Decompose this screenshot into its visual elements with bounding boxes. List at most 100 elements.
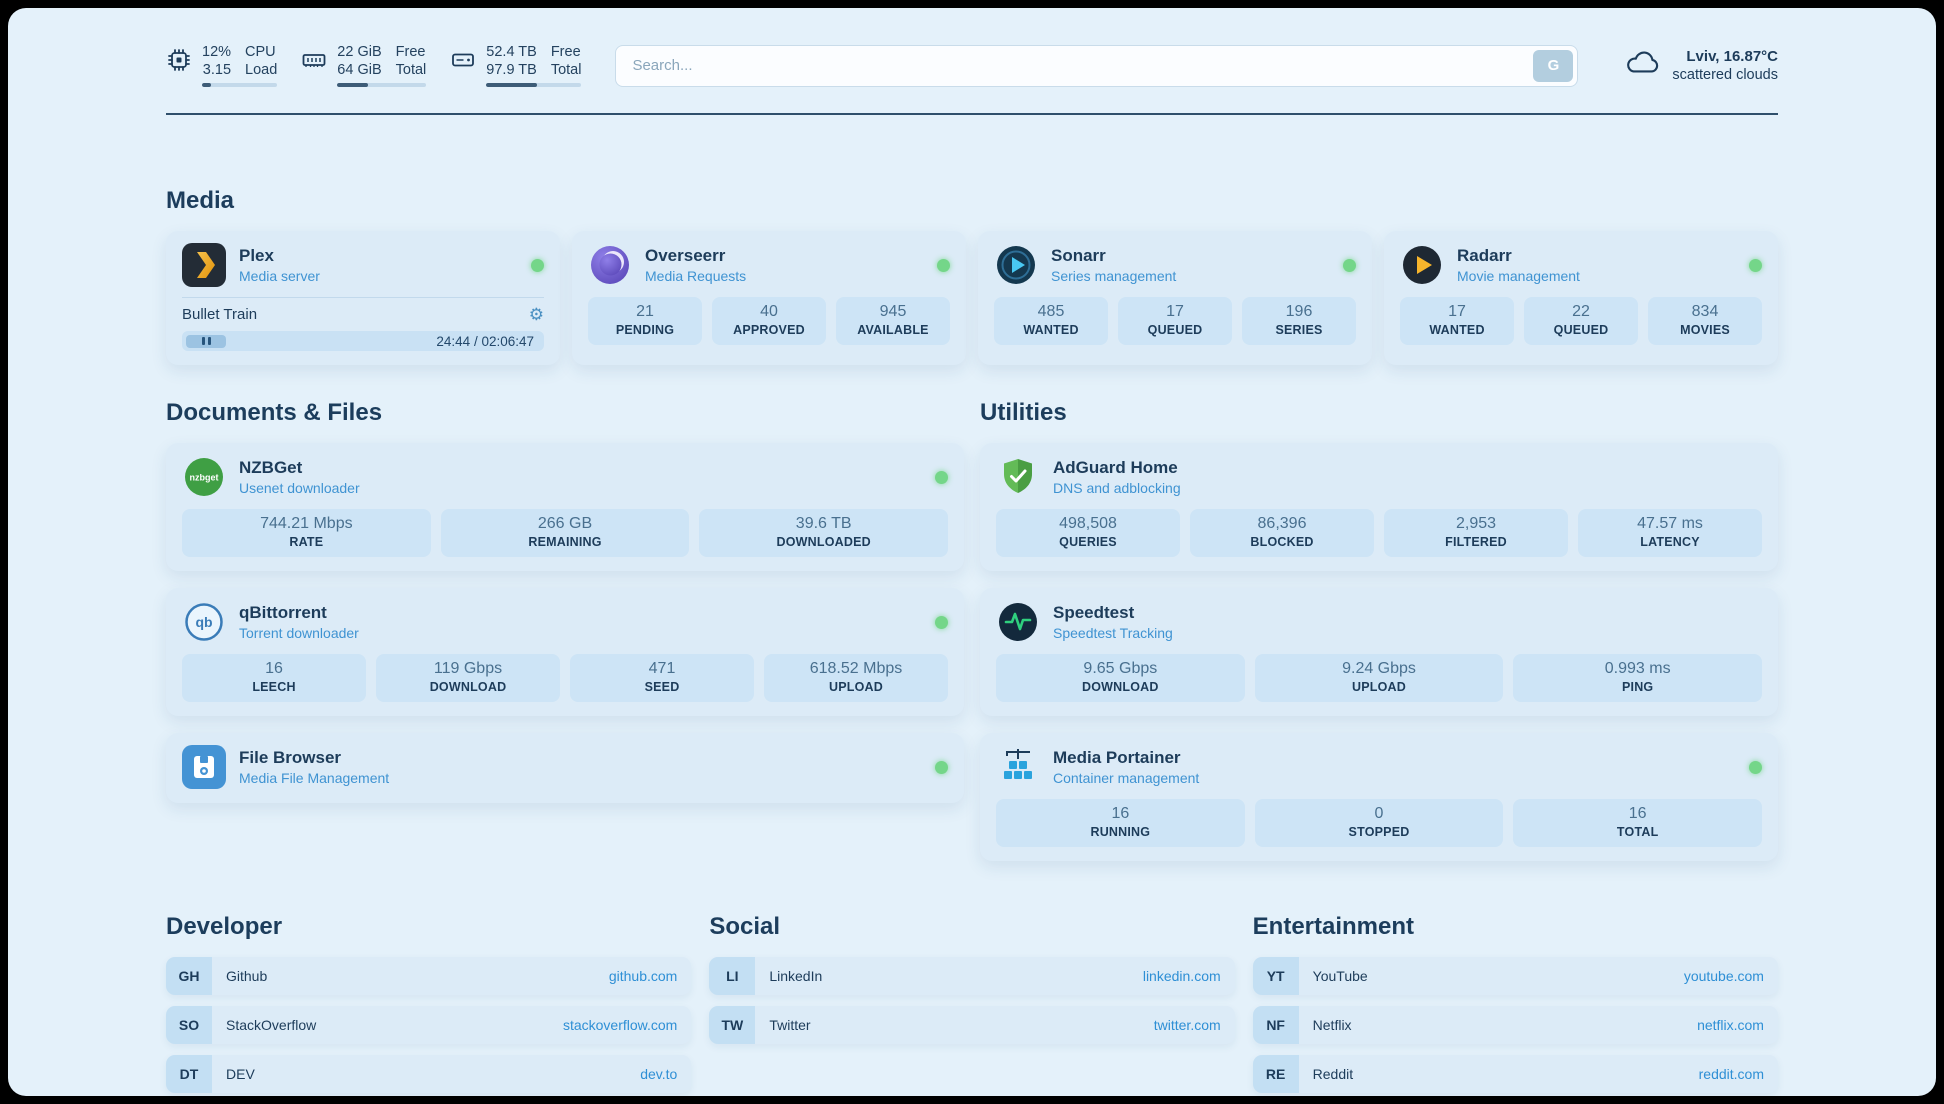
gear-icon[interactable]: ⚙ <box>528 305 544 324</box>
bookmark-netflix[interactable]: NF Netflix netflix.com <box>1252 1006 1778 1044</box>
column-documents: Documents & Files nzbget NZBGet Usenet d… <box>166 399 964 803</box>
service-card-qbittorrent[interactable]: qb qBittorrent Torrent downloader 16 <box>166 588 964 716</box>
stat-wanted: 485 WANTED <box>994 297 1108 345</box>
stat-movies: 834 MOVIES <box>1648 297 1762 345</box>
developer-section-title: Developer <box>166 913 283 940</box>
bookmark-url[interactable]: linkedin.com <box>1142 968 1221 984</box>
stat-value: 834 <box>1691 303 1719 320</box>
documents-section-title: Documents & Files <box>166 399 383 426</box>
stat-label: RUNNING <box>1090 825 1151 839</box>
stat-downloaded: 39.6 TB DOWNLOADED <box>699 509 949 557</box>
stat-label: DOWNLOADED <box>776 535 871 549</box>
bookmark-url[interactable]: reddit.com <box>1698 1066 1764 1082</box>
pause-icon[interactable] <box>186 334 226 348</box>
playback-time: 24:44 / 02:06:47 <box>436 333 534 349</box>
service-card-portainer[interactable]: Media Portainer Container management 16 … <box>980 733 1778 861</box>
weather-location-temp: Lviv, 16.87°C <box>1686 48 1778 65</box>
bookmark-youtube[interactable]: YT YouTube youtube.com <box>1252 957 1778 995</box>
search-provider-button[interactable]: G <box>1533 49 1574 82</box>
stat-queries: 498,508 QUERIES <box>996 509 1180 557</box>
bookmark-name: LinkedIn <box>769 968 823 984</box>
bookmark-group-entertainment: Entertainment YT YouTube youtube.com NF … <box>1252 913 1778 1096</box>
bookmark-stackoverflow[interactable]: SO StackOverflow stackoverflow.com <box>166 1006 692 1044</box>
stat-download: 119 Gbps DOWNLOAD <box>376 654 560 702</box>
bookmark-url[interactable]: github.com <box>608 968 678 984</box>
bookmark-dev[interactable]: DT DEV dev.to <box>166 1055 692 1093</box>
bookmark-url[interactable]: stackoverflow.com <box>562 1017 678 1033</box>
status-dot <box>531 258 544 272</box>
service-subtitle: Torrent downloader <box>239 625 359 641</box>
bookmark-name: Reddit <box>1312 1066 1354 1082</box>
stat-value: 498,508 <box>1059 515 1117 532</box>
search-input[interactable] <box>615 44 1579 87</box>
stat-available: 945 AVAILABLE <box>836 297 950 345</box>
bookmark-name: Netflix <box>1312 1017 1352 1033</box>
stat-label: REMAINING <box>528 535 602 549</box>
ram-usage-bar <box>337 83 427 87</box>
stat-value: 196 <box>1285 303 1313 320</box>
bookmark-url[interactable]: netflix.com <box>1697 1017 1764 1033</box>
speedtest-icon <box>996 600 1040 644</box>
service-name: Speedtest <box>1053 603 1135 622</box>
filebrowser-icon <box>182 745 226 789</box>
service-subtitle: Series management <box>1051 268 1177 284</box>
bookmark-linkedin[interactable]: LI LinkedIn linkedin.com <box>709 957 1235 995</box>
search-bar: G <box>615 44 1579 87</box>
header-divider <box>166 113 1778 115</box>
bookmark-abbr: RE <box>1252 1055 1299 1093</box>
service-name: File Browser <box>239 748 342 767</box>
stat-filtered: 2,953 FILTERED <box>1384 509 1568 557</box>
sonarr-icon <box>994 243 1038 287</box>
now-playing-row: Bullet Train ⚙ <box>182 297 544 323</box>
stat-label: PENDING <box>615 323 675 337</box>
stat-value: 119 Gbps <box>433 660 503 677</box>
bookmark-reddit[interactable]: RE Reddit reddit.com <box>1252 1055 1778 1093</box>
service-name: Sonarr <box>1051 246 1106 265</box>
stat-label: QUEUED <box>1147 323 1203 337</box>
playback-progress-bar[interactable]: 24:44 / 02:06:47 <box>182 331 544 351</box>
stat-value: 22 <box>1572 303 1590 320</box>
service-card-nzbget[interactable]: nzbget NZBGet Usenet downloader 744.21 M… <box>166 443 964 571</box>
bookmark-name: YouTube <box>1312 968 1368 984</box>
bookmark-url[interactable]: dev.to <box>640 1066 678 1082</box>
service-card-filebrowser[interactable]: File Browser Media File Management <box>166 733 964 803</box>
service-card-adguard[interactable]: AdGuard Home DNS and adblocking 498,508 … <box>980 443 1778 571</box>
bookmark-name: DEV <box>226 1066 255 1082</box>
service-subtitle: Media File Management <box>239 770 390 786</box>
stat-value: 40 <box>760 303 778 320</box>
bookmark-name: Github <box>226 968 268 984</box>
stat-label: RATE <box>289 535 324 549</box>
stat-label: DOWNLOAD <box>429 680 507 694</box>
bookmark-twitter[interactable]: TW Twitter twitter.com <box>709 1006 1235 1044</box>
disk-icon <box>450 47 476 78</box>
bookmark-abbr: TW <box>709 1006 756 1044</box>
status-dot <box>935 615 948 629</box>
disk-free-label: Free <box>550 44 581 60</box>
bookmark-url[interactable]: twitter.com <box>1153 1017 1221 1033</box>
stat-ping: 0.993 ms PING <box>1513 654 1763 702</box>
bookmark-abbr: DT <box>166 1055 212 1093</box>
service-card-sonarr[interactable]: Sonarr Series management 485 WANTED 17 Q… <box>978 231 1372 365</box>
stat-label: UPLOAD <box>829 680 883 694</box>
ram-free-label: Free <box>395 44 426 60</box>
stat-label: PING <box>1621 680 1654 694</box>
qbittorrent-icon: qb <box>182 600 226 644</box>
bookmark-name: Twitter <box>769 1017 811 1033</box>
stat-value: 9.24 Gbps <box>1342 660 1416 677</box>
cpu-percent: 12% <box>202 44 232 60</box>
stat-label: QUERIES <box>1059 535 1117 549</box>
ram-total: 64 GiB <box>337 62 382 78</box>
bookmark-url[interactable]: youtube.com <box>1683 968 1764 984</box>
bookmark-github[interactable]: GH Github github.com <box>166 957 692 995</box>
stat-label: QUEUED <box>1553 323 1609 337</box>
service-card-plex[interactable]: Plex Media server Bullet Train ⚙ 24:44 /… <box>166 231 560 365</box>
service-subtitle: Media Requests <box>645 268 747 284</box>
stat-value: 39.6 TB <box>795 515 852 532</box>
service-card-overseerr[interactable]: Overseerr Media Requests 21 PENDING 40 A… <box>572 231 966 365</box>
service-card-radarr[interactable]: Radarr Movie management 17 WANTED 22 QUE… <box>1384 231 1778 365</box>
stat-download: 9.65 Gbps DOWNLOAD <box>996 654 1245 702</box>
service-subtitle: Movie management <box>1457 268 1580 284</box>
stat-value: 86,396 <box>1257 515 1307 532</box>
bookmark-name: StackOverflow <box>226 1017 317 1033</box>
service-card-speedtest[interactable]: Speedtest Speedtest Tracking 9.65 Gbps D… <box>980 588 1778 716</box>
